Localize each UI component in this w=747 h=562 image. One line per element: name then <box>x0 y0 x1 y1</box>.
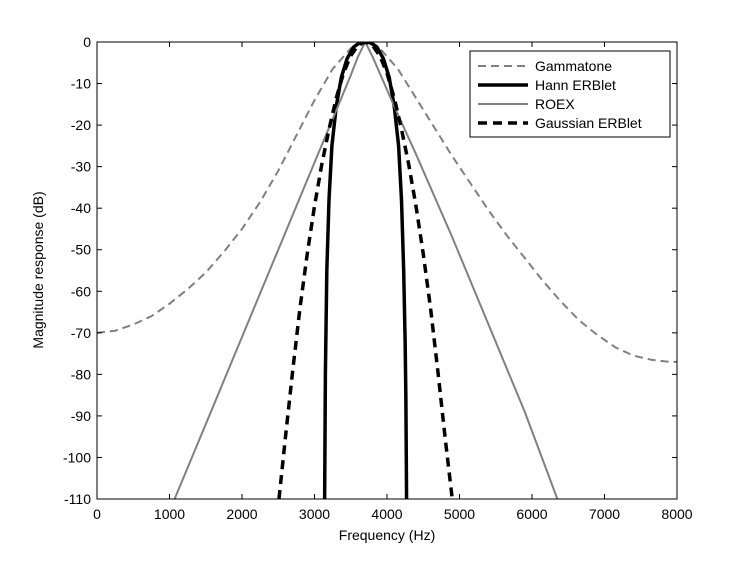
y-tick-label: -110 <box>64 491 91 507</box>
y-tick-label: -30 <box>71 159 91 175</box>
y-tick-label: -80 <box>71 366 91 382</box>
x-tick-label: 0 <box>93 506 101 522</box>
y-tick-label: -50 <box>71 242 91 258</box>
legend: Gammatone Hann ERBlet ROEX Gaussian ERBlet <box>469 50 671 138</box>
legend-label: ROEX <box>535 96 575 112</box>
x-tick-label: 2000 <box>226 506 257 522</box>
x-axis-label: Frequency (Hz) <box>339 527 435 543</box>
series-line-gaussian-erblet <box>277 42 454 499</box>
y-tick-label: -100 <box>63 449 91 465</box>
x-tick-label: 7000 <box>589 506 620 522</box>
y-tick-label: -40 <box>71 200 91 216</box>
y-tick-label: -60 <box>71 283 91 299</box>
y-tick-label: 0 <box>83 34 91 50</box>
legend-label: Hann ERBlet <box>535 77 616 93</box>
x-tick-label: 4000 <box>371 506 402 522</box>
y-tick-label: -10 <box>71 76 91 92</box>
x-tick-label: 5000 <box>444 506 475 522</box>
x-tick-label: 6000 <box>516 506 547 522</box>
x-tick-label: 8000 <box>661 506 692 522</box>
y-tick-label: -70 <box>71 325 91 341</box>
legend-box <box>469 50 671 138</box>
x-axis: 0 1000 2000 3000 4000 5000 6000 7000 8000 <box>93 42 693 522</box>
y-axis-label: Magnitude response (dB) <box>30 191 46 348</box>
y-axis: 0 -10 -20 -30 -40 -50 -60 -70 -80 -90 -100 -110 <box>63 34 677 507</box>
series-line-roex <box>173 42 559 499</box>
y-tick-label: -20 <box>71 117 91 133</box>
y-tick-label: -90 <box>71 408 91 424</box>
x-tick-label: 1000 <box>154 506 185 522</box>
legend-label: Gammatone <box>535 58 612 74</box>
x-tick-label: 3000 <box>299 506 330 522</box>
legend-label: Gaussian ERBlet <box>535 115 642 131</box>
